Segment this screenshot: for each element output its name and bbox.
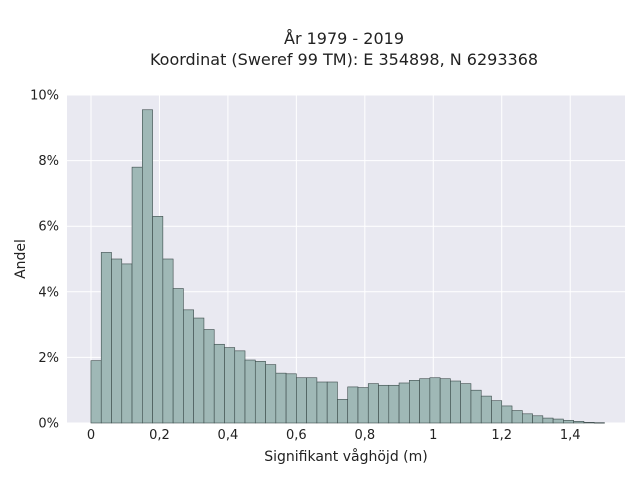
histogram-bar (501, 405, 513, 424)
y-tick-label: 8% (38, 154, 59, 169)
x-tick-label: 0,6 (286, 428, 307, 443)
x-tick-label: 1 (429, 428, 437, 443)
histogram-bar (511, 410, 523, 424)
histogram-bar (450, 380, 461, 424)
histogram-bar (111, 258, 123, 424)
histogram-bar (409, 380, 420, 424)
y-tick-label: 6% (38, 220, 59, 235)
histogram-bar (429, 377, 441, 424)
x-tick-label: 0,8 (354, 428, 375, 443)
histogram-bar (285, 373, 297, 424)
histogram-bar (234, 350, 246, 424)
histogram-bar (357, 387, 369, 424)
histogram-bar (593, 422, 605, 424)
histogram-bar (532, 415, 544, 424)
bars (90, 109, 605, 424)
histogram-bar (142, 109, 153, 424)
histogram-bar (378, 384, 390, 424)
histogram-bar (583, 422, 595, 424)
histogram-bar (152, 216, 164, 424)
y-tick-label: 2% (38, 351, 59, 366)
histogram-bar (491, 400, 503, 424)
histogram-bar (316, 381, 328, 424)
histogram-bar (480, 395, 492, 424)
axes: 0 0,2 0,4 0,6 0,8 1 1,2 1,4 0% 2% 4% 6% 8% 10% (30, 89, 580, 444)
histogram-bar (296, 377, 307, 424)
histogram-bar (388, 384, 400, 424)
histogram-bar (460, 383, 472, 424)
y-tick-label: 10% (30, 89, 59, 104)
y-axis-label: Andel (13, 239, 29, 279)
histogram-bar (121, 263, 133, 424)
histogram-bar (470, 389, 482, 424)
histogram-bar (326, 381, 338, 424)
chart-subtitle: Koordinat (Sweref 99 TM): E 354898, N 62… (149, 50, 539, 69)
histogram-bar (573, 421, 585, 424)
x-tick-label: 0 (87, 428, 95, 443)
histogram-bar (193, 317, 205, 424)
x-axis-label: Signifikant våghöjd (m) (264, 448, 427, 465)
histogram-bar (100, 252, 112, 424)
y-tick-label: 0% (38, 417, 59, 432)
histogram-bar (172, 288, 184, 424)
histogram-bar (265, 364, 277, 424)
histogram-bar (542, 417, 554, 424)
x-tick-label: 1,4 (560, 428, 581, 443)
histogram-bar (131, 166, 143, 424)
histogram-bar (563, 420, 574, 424)
x-tick-label: 0,4 (218, 428, 239, 443)
x-tick-label: 1,2 (491, 428, 512, 443)
histogram-bar (244, 359, 256, 424)
histogram-bar (337, 399, 349, 424)
histogram-bar (203, 329, 215, 424)
histogram-bar (162, 258, 174, 424)
histogram-bar (275, 372, 287, 424)
histogram-bar (522, 413, 533, 424)
histogram-bar (367, 383, 379, 424)
x-tick-label: 0,2 (149, 428, 170, 443)
histogram-bar (183, 309, 194, 424)
histogram-bar (254, 361, 266, 424)
histogram-bar (347, 386, 359, 424)
histogram-bar (90, 360, 102, 424)
histogram-bar (213, 343, 225, 424)
histogram-bar (552, 418, 564, 424)
histogram-bar (419, 378, 431, 424)
histogram-bar (439, 378, 451, 424)
y-tick-label: 4% (38, 285, 59, 300)
chart-title: År 1979 - 2019 (284, 29, 404, 48)
histogram-bar (398, 382, 410, 424)
histogram-bar (224, 347, 236, 424)
histogram-bar (306, 377, 318, 424)
